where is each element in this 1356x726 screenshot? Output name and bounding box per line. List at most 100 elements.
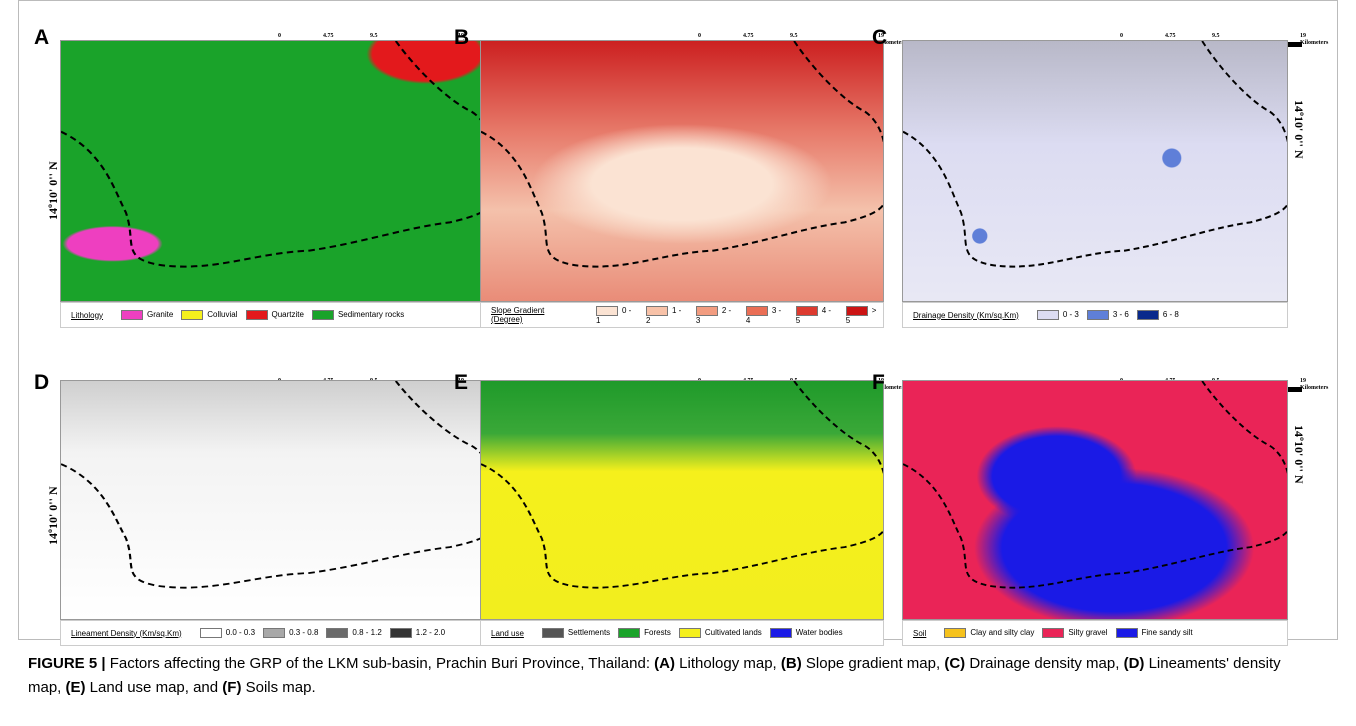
legend: Drainage Density (Km/sq.Km) 0 - 3 3 - 6 6 -… [902, 302, 1288, 328]
boundary [903, 41, 1288, 302]
legend-swatch [796, 306, 818, 316]
legend-title: Lithology [71, 311, 103, 320]
legend-swatch [770, 628, 792, 638]
scale-label: 4.75 [743, 33, 754, 39]
legend-label: 0 - 3 [1063, 310, 1079, 319]
caption-segment: Factors affecting the GRP of the LKM sub… [110, 655, 654, 672]
legend-label: Colluvial [207, 310, 237, 319]
boundary [481, 41, 884, 302]
panel-letter: B [454, 26, 469, 50]
legend-label: 0.3 - 0.8 [289, 628, 318, 637]
legend-item: 2 - 3 [696, 306, 738, 325]
legend-item: Sedimentary rocks [312, 310, 404, 320]
coordinate-y: 14º10' 0'' N [46, 161, 61, 220]
scale-label: 9.5 [1212, 33, 1220, 39]
panel-letter: C [872, 26, 887, 50]
legend-title: Slope Gradient (Degree) [491, 306, 578, 324]
scale-label: 19 [1300, 33, 1306, 39]
legend-item: 1.2 - 2.0 [390, 628, 445, 638]
caption-segment: (B) [781, 655, 802, 672]
caption: FIGURE 5 | Factors affecting the GRP of … [28, 652, 1318, 700]
legend-label: Granite [147, 310, 173, 319]
legend-label: Water bodies [796, 628, 843, 637]
legend-title: Soil [913, 629, 926, 638]
legend-label: Forests [644, 628, 671, 637]
legend-swatch [1042, 628, 1064, 638]
boundary [481, 381, 884, 620]
legend: Lineament Density (Km/sq.Km)0.0 - 0.30.3… [60, 620, 492, 646]
panel-letter: F [872, 371, 885, 395]
legend-item: Granite [121, 310, 173, 320]
boundary-line [903, 381, 1288, 588]
legend-item: Clay and silty clay [944, 628, 1034, 638]
map [480, 40, 884, 302]
coordinate-y: 14º10' 0'' N [1291, 100, 1306, 159]
boundary-line [903, 41, 1288, 267]
boundary [61, 41, 492, 302]
legend-swatch [181, 310, 203, 320]
caption-segment: (C) [944, 655, 965, 672]
legend-item: > 5 [846, 306, 883, 325]
scale-label: 19 [1300, 378, 1306, 384]
caption-segment: Soils map. [241, 679, 315, 696]
boundary-line [481, 41, 884, 267]
boundary-line [481, 381, 884, 588]
legend-item: 0.3 - 0.8 [263, 628, 318, 638]
legend-swatch [646, 306, 668, 316]
legend-item: 0.8 - 1.2 [326, 628, 381, 638]
map [902, 380, 1288, 620]
scale-label: 0 [1120, 33, 1123, 39]
legend-item: Settlements [542, 628, 610, 638]
caption-segment: (D) [1124, 655, 1145, 672]
legend: Lithology Granite Colluvial Quartzite Sedime… [60, 302, 492, 328]
legend-label: Sedimentary rocks [338, 310, 404, 319]
legend-item: 0 - 1 [596, 306, 638, 325]
caption-segment: (A) [654, 655, 675, 672]
map [480, 380, 884, 620]
scale-label: 4.75 [1165, 33, 1176, 39]
scale-label: 0 [278, 33, 281, 39]
legend-swatch [944, 628, 966, 638]
caption-segment: Drainage density map, [965, 655, 1123, 672]
boundary-line [61, 381, 492, 588]
legend-title: Drainage Density (Km/sq.Km) [913, 311, 1019, 320]
legend-swatch [1087, 310, 1109, 320]
boundary [61, 381, 492, 620]
legend: Soil Clay and silty clay Silty gravel Fine … [902, 620, 1288, 646]
legend-swatch [200, 628, 222, 638]
legend-label: Fine sandy silt [1142, 628, 1193, 637]
legend-swatch [846, 306, 868, 316]
legend-item: Water bodies [770, 628, 843, 638]
panel-letter: D [34, 371, 49, 395]
legend-swatch [263, 628, 285, 638]
legend-item: 3 - 6 [1087, 310, 1129, 320]
scale-label: 9.5 [790, 33, 798, 39]
map [60, 380, 492, 620]
scale-label: 4.75 [323, 33, 334, 39]
legend-label: Clay and silty clay [970, 628, 1034, 637]
scale-label: 9.5 [370, 33, 378, 39]
legend-item: 1 - 2 [646, 306, 688, 325]
legend-swatch [746, 306, 768, 316]
legend-swatch [246, 310, 268, 320]
legend-swatch [326, 628, 348, 638]
scale-unit: Kilometers [1300, 40, 1328, 46]
figure: FIGURE 5 | Factors affecting the GRP of … [0, 0, 1356, 726]
coordinate-y: 14º10' 0'' N [1291, 425, 1306, 484]
legend-label: Silty gravel [1068, 628, 1107, 637]
legend-swatch [1116, 628, 1138, 638]
legend-label: Cultivated lands [705, 628, 762, 637]
legend-item: 6 - 8 [1137, 310, 1179, 320]
legend-swatch [1037, 310, 1059, 320]
legend-item: Quartzite [246, 310, 304, 320]
caption-segment: (E) [66, 679, 86, 696]
map [902, 40, 1288, 302]
legend: Land use Settlements Forests Cultivated lan… [480, 620, 884, 646]
caption-segment: Slope gradient map, [802, 655, 945, 672]
boundary [903, 381, 1288, 620]
boundary-line [61, 41, 492, 267]
panel-letter: A [34, 26, 49, 50]
legend-swatch [542, 628, 564, 638]
legend-title: Land use [491, 629, 524, 638]
